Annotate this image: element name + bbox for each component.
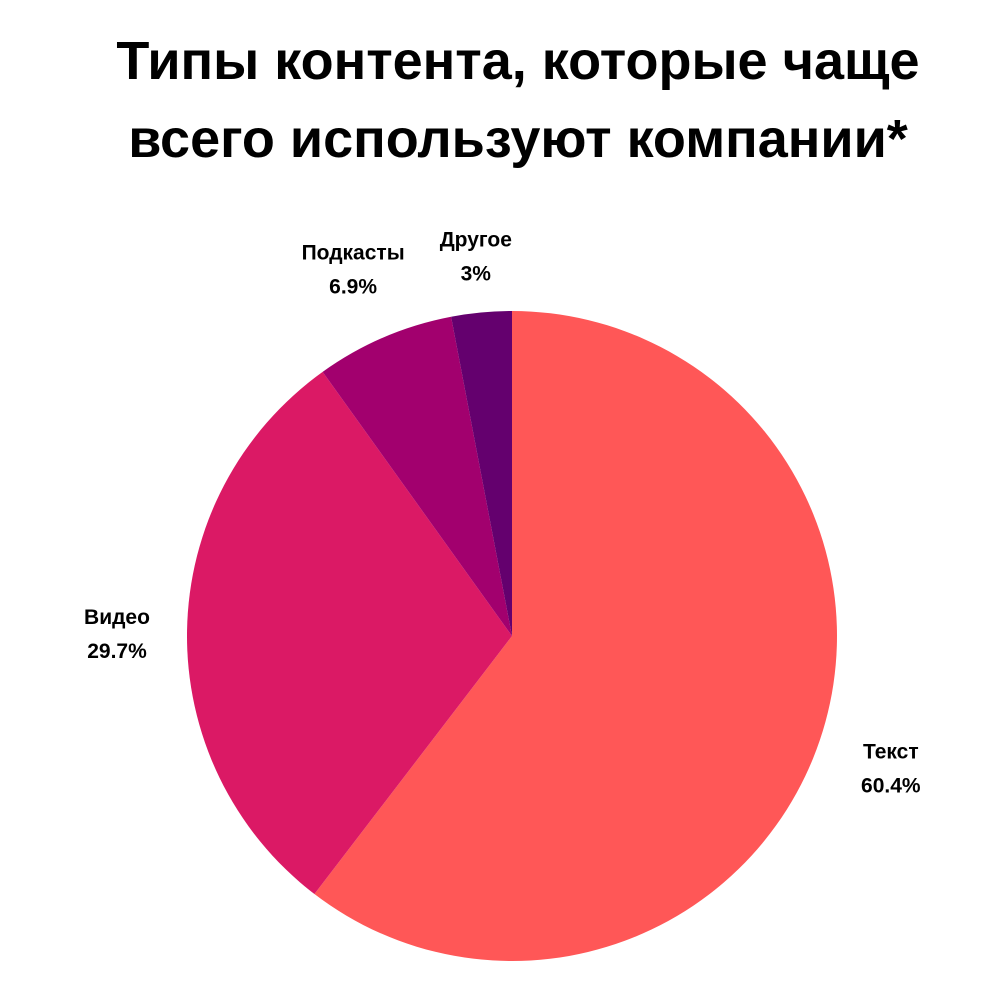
pie-labels: Текст 60.4% Видео 29.7% Подкасты 6.9% Другое 3%: [84, 229, 921, 798]
pie-slice-1: [314, 311, 837, 961]
pie-label-slice-2: Видео: [84, 606, 150, 629]
pie-value-slice-1: 60.4%: [861, 774, 921, 797]
chart-title-line-1: Типы контента, которые чаще: [116, 31, 920, 91]
pie-label-slice-4: Другое: [440, 229, 512, 252]
pie-slice-2: [186, 371, 513, 895]
pie-slice-4: [451, 311, 512, 636]
pie-slice-3: [322, 316, 512, 636]
chart-title-line-2: всего используют компании*: [128, 109, 908, 169]
pie-label-slice-3: Подкасты: [302, 242, 405, 265]
chart-title: Типы контента, которые чаще всего исполь…: [0, 22, 1000, 178]
pie-label-slice-1: Текст: [863, 740, 919, 763]
pie-value-slice-4: 3%: [461, 263, 492, 286]
pie-value-slice-2: 29.7%: [87, 640, 147, 663]
pie-slices: [186, 311, 837, 961]
pie-value-slice-3: 6.9%: [329, 276, 377, 299]
